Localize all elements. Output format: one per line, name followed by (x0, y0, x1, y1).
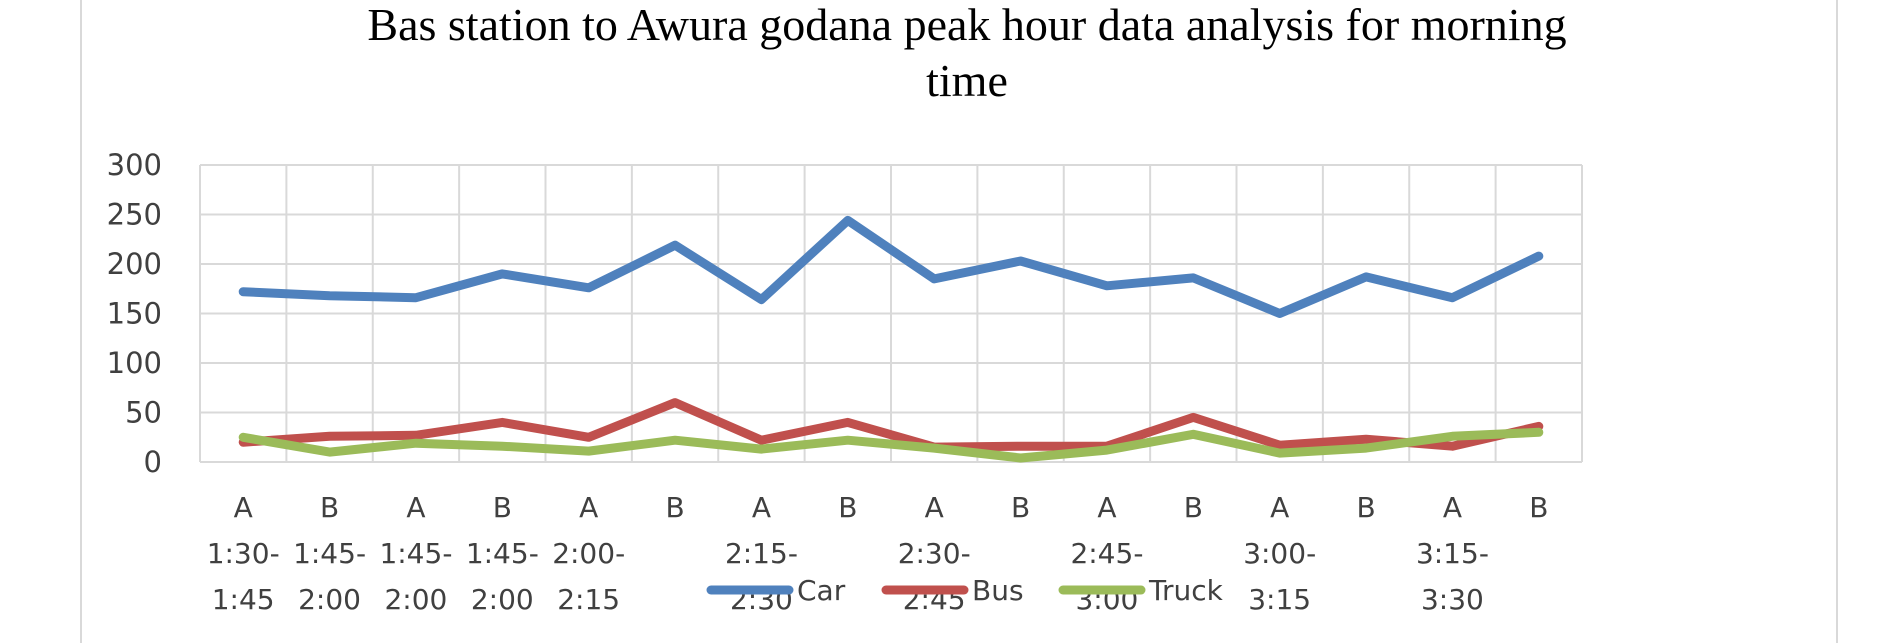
x-category-time-label: 2:00- (552, 537, 625, 570)
x-category-time-label: 1:45- (379, 537, 452, 570)
x-category-time-label: 2:00 (298, 583, 361, 616)
y-tick-label: 250 (107, 198, 162, 232)
x-category-time-label: 2:15- (725, 537, 798, 570)
x-category-group-label: A (406, 491, 425, 524)
legend-label-car: Car (797, 574, 846, 607)
x-category-group-label: A (1270, 491, 1289, 524)
x-category-group-label: B (838, 491, 857, 524)
x-category-group-label: A (752, 491, 771, 524)
x-category-time-label: 2:30- (898, 537, 971, 570)
x-category-time-label: 3:00- (1243, 537, 1316, 570)
series-line-car (238, 215, 1544, 318)
x-category-time-label: 1:45- (293, 537, 366, 570)
x-category-group-label: A (925, 491, 944, 524)
series-line-truck (238, 427, 1544, 463)
y-tick-label: 150 (107, 297, 162, 331)
x-category-group-label: B (1529, 491, 1548, 524)
x-category-group-label: B (1184, 491, 1203, 524)
legend-label-truck: Truck (1148, 574, 1224, 607)
x-category-time-label: 1:45- (466, 537, 539, 570)
x-category-time-label: 2:00 (384, 583, 447, 616)
chart-title-line: time (926, 55, 1008, 106)
x-category-group-label: B (1356, 491, 1375, 524)
x-category-group-label: A (234, 491, 253, 524)
x-category-time-label: 1:45 (212, 583, 275, 616)
y-tick-label: 0 (144, 445, 162, 479)
x-category-time-label: 2:15 (557, 583, 620, 616)
y-tick-label: 300 (107, 148, 162, 182)
x-category-time-label: 3:15- (1416, 537, 1489, 570)
x-category-group-label: B (1011, 491, 1030, 524)
x-category-group-label: A (1443, 491, 1462, 524)
series-line-bus (238, 398, 1544, 452)
x-category-group-label: B (320, 491, 339, 524)
x-category-time-label: 2:00 (471, 583, 534, 616)
x-category-time-label: 3:30 (1421, 583, 1484, 616)
x-category-time-label: 3:15 (1248, 583, 1311, 616)
x-category-group-label: A (579, 491, 598, 524)
x-category-time-label: 1:30- (207, 537, 280, 570)
y-tick-label: 100 (107, 346, 162, 380)
chart-frame (80, 0, 1838, 643)
legend-label-bus: Bus (972, 574, 1024, 607)
x-category-group-label: B (493, 491, 512, 524)
chart-title-line: Bas station to Awura godana peak hour da… (367, 0, 1566, 50)
x-category-group-label: B (665, 491, 684, 524)
y-tick-label: 200 (107, 247, 162, 281)
y-tick-label: 50 (125, 396, 162, 430)
x-category-time-label: 2:45- (1070, 537, 1143, 570)
x-category-group-label: A (1097, 491, 1116, 524)
